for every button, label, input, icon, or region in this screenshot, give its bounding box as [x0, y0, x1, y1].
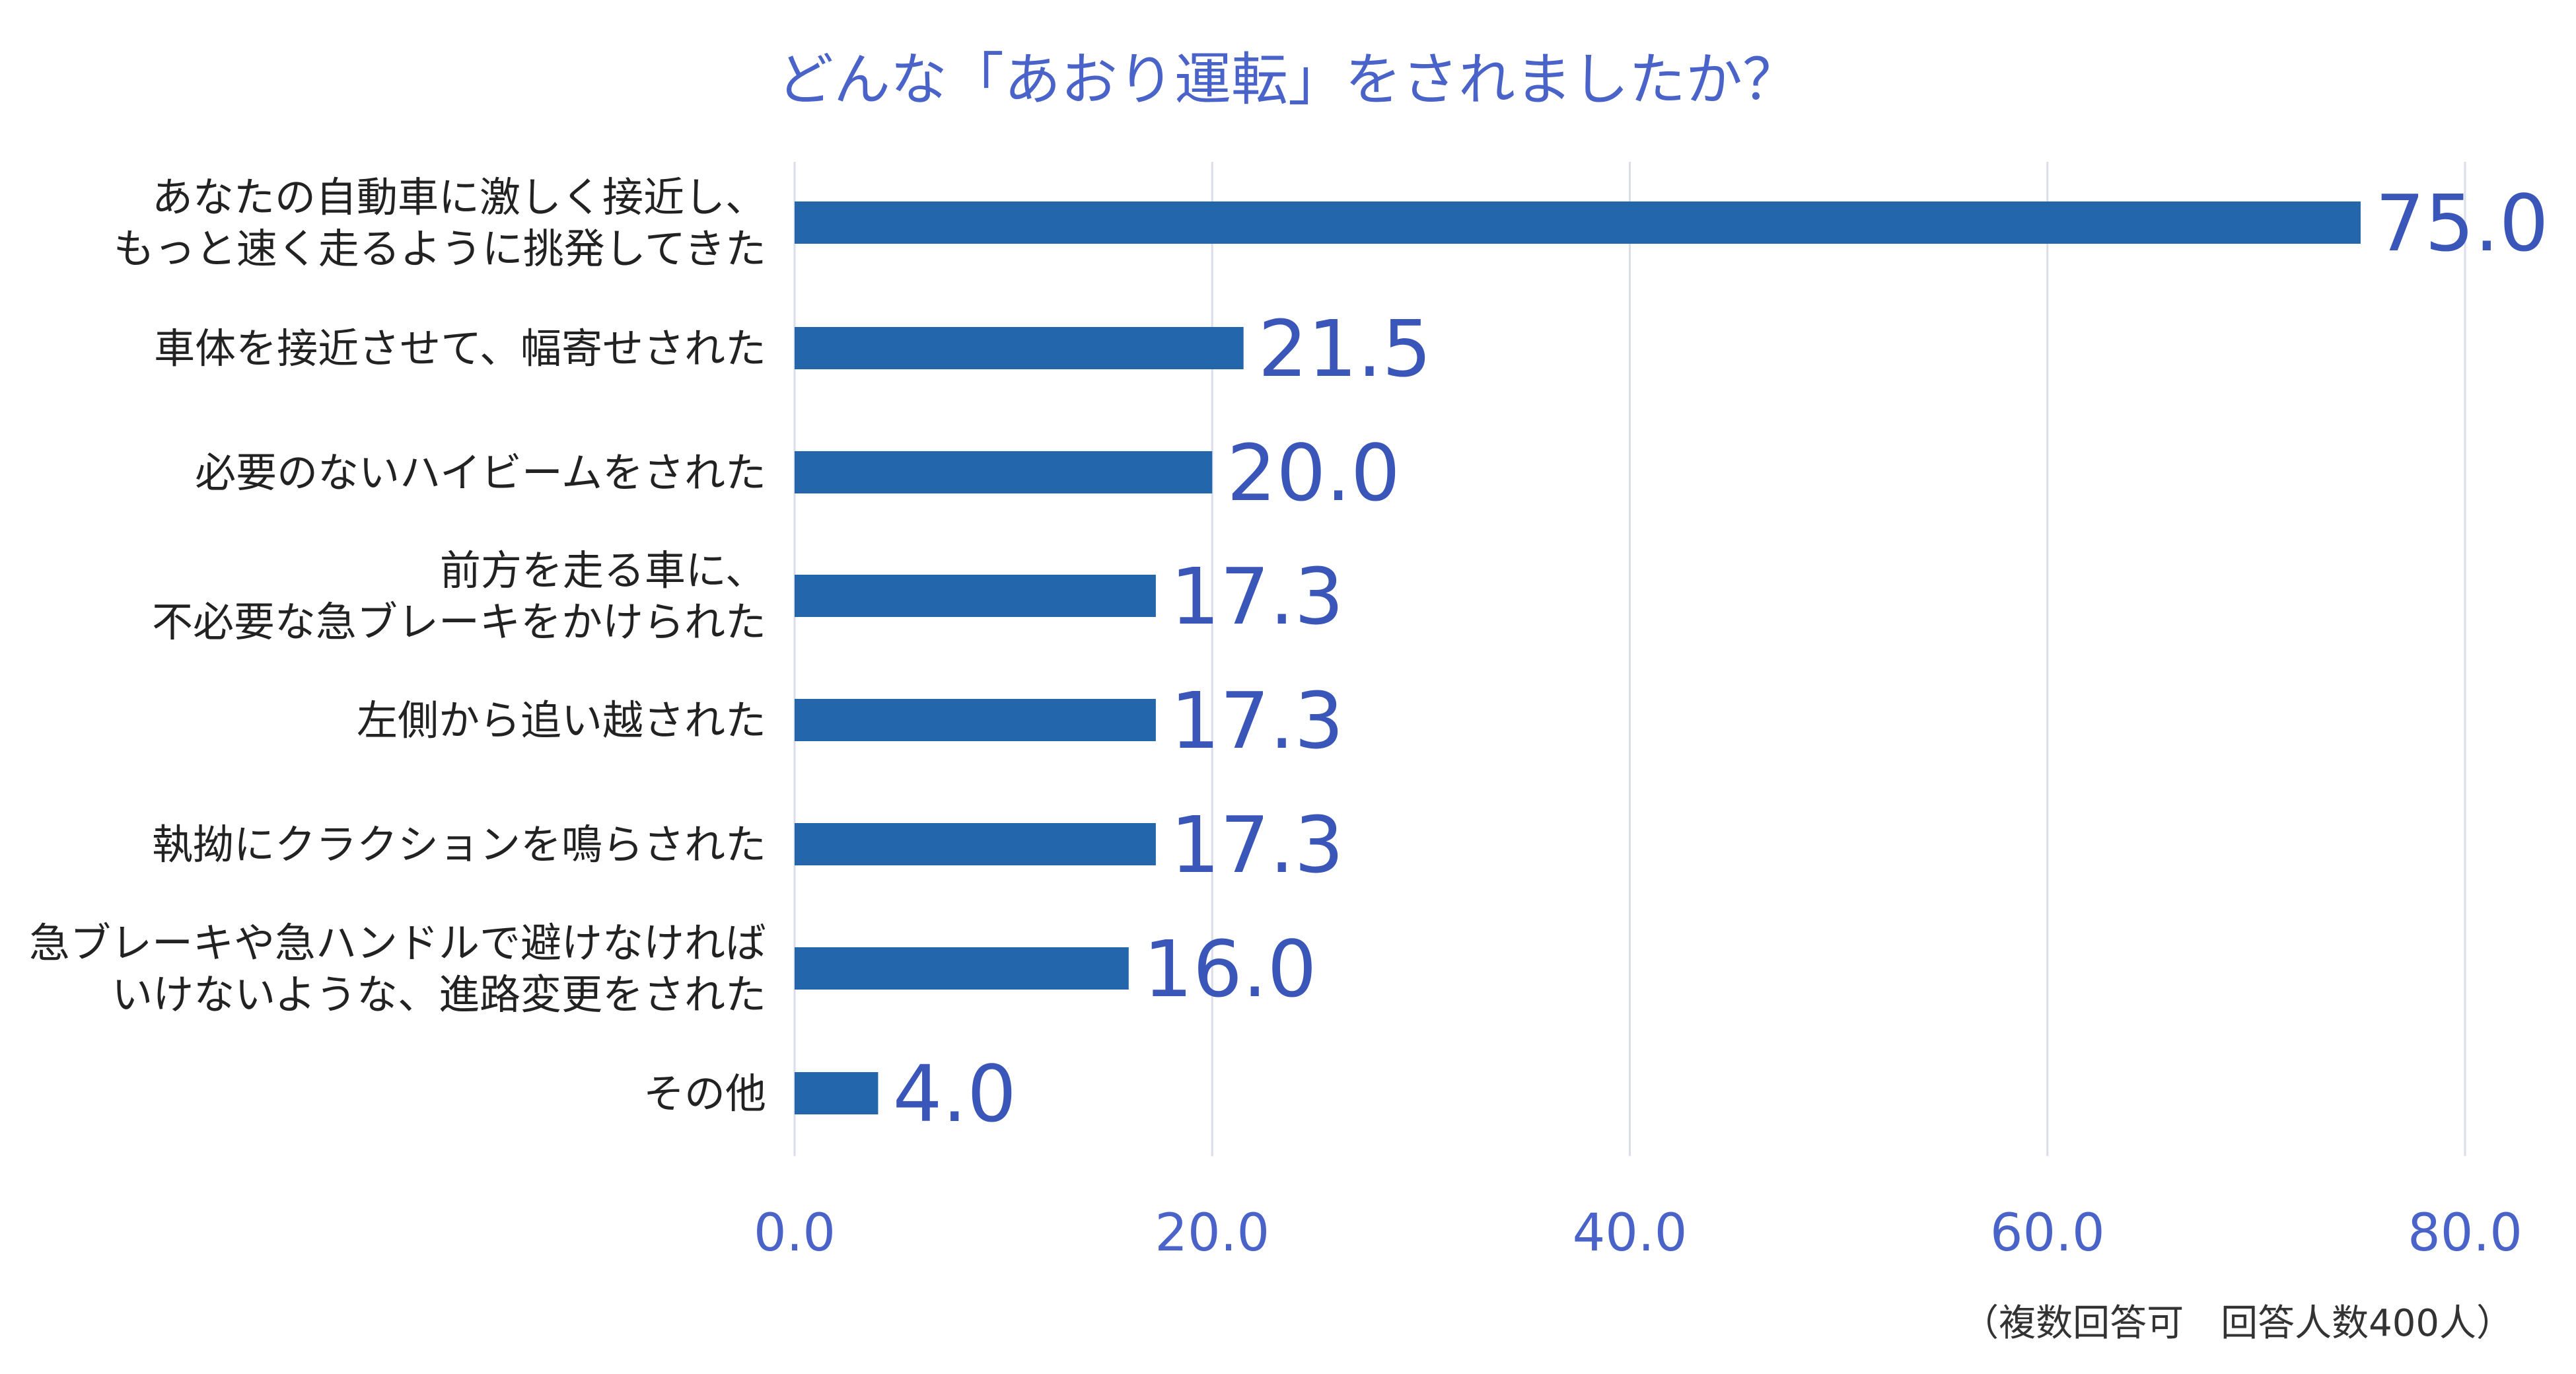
value-label-4: 17.3 [1170, 675, 1344, 766]
value-label-1: 21.5 [1258, 303, 1432, 394]
bar-7 [795, 1072, 878, 1114]
category-label-line: 執拗にクラクションを鳴らされた [152, 820, 766, 869]
bars [795, 201, 2361, 1114]
value-label-7: 4.0 [892, 1048, 1017, 1139]
x-tick-label: 80.0 [2408, 1204, 2522, 1263]
x-axis-tick-labels: 0.0 20.0 40.0 60.0 80.0 [754, 1204, 2522, 1263]
category-label-6: 急ブレーキや急ハンドルで避けなければいけないような、進路変更をされた [29, 919, 766, 1019]
category-label-4: 左側から追い越された [357, 696, 766, 744]
bar-5 [795, 823, 1156, 865]
category-label-line: 急ブレーキや急ハンドルで避けなければ [29, 919, 766, 967]
category-label-line: いけないような、進路変更をされた [112, 970, 766, 1019]
category-label-line: 必要のないハイビームをされた [195, 449, 766, 497]
value-label-5: 17.3 [1170, 799, 1344, 890]
x-tick-label: 60.0 [1990, 1204, 2105, 1263]
x-tick-label: 40.0 [1573, 1204, 1688, 1263]
category-label-7: その他 [643, 1069, 766, 1118]
category-label-1: 車体を接近させて、幅寄せされた [154, 324, 766, 373]
chart-title: どんな「あおり運転」をされましたか？ [777, 47, 1799, 113]
category-label-3: 前方を走る車に、不必要な急ブレーキをかけられた [152, 546, 766, 646]
category-label-2: 必要のないハイビームをされた [195, 449, 766, 497]
x-tick-label: 20.0 [1155, 1204, 1270, 1263]
bar-6 [795, 947, 1129, 990]
category-label-line: 前方を走る車に、 [440, 546, 766, 595]
bar-0 [795, 201, 2361, 244]
category-label-line: 不必要な急ブレーキをかけられた [152, 598, 766, 646]
category-label-line: 車体を接近させて、幅寄せされた [154, 324, 766, 373]
category-label-line: あなたの自動車に激しく接近し、 [152, 173, 766, 221]
value-label-2: 20.0 [1227, 427, 1400, 519]
value-label-6: 16.0 [1143, 923, 1317, 1015]
category-label-line: 左側から追い越された [357, 696, 766, 744]
category-label-0: あなたの自動車に激しく接近し、もっと速く走るように挑発してきた [114, 173, 766, 273]
respondent-note: （複数回答可 回答人数400人） [1962, 1302, 2513, 1345]
category-label-line: その他 [643, 1069, 766, 1118]
category-labels: あなたの自動車に激しく接近し、もっと速く走るように挑発してきた車体を接近させて、… [29, 173, 766, 1118]
value-labels: 75.0 21.5 20.0 17.3 17.3 17.3 16.0 4.0 [892, 178, 2548, 1139]
bar-4 [795, 699, 1156, 741]
value-label-3: 17.3 [1170, 551, 1344, 642]
bar-2 [795, 451, 1213, 493]
x-tick-label: 0.0 [754, 1204, 836, 1263]
bar-3 [795, 575, 1156, 617]
value-label-0: 75.0 [2375, 178, 2549, 269]
bar-1 [795, 327, 1244, 369]
gridlines [793, 162, 2466, 1156]
category-label-5: 執拗にクラクションを鳴らされた [152, 820, 766, 869]
category-label-line: もっと速く走るように挑発してきた [114, 225, 766, 273]
